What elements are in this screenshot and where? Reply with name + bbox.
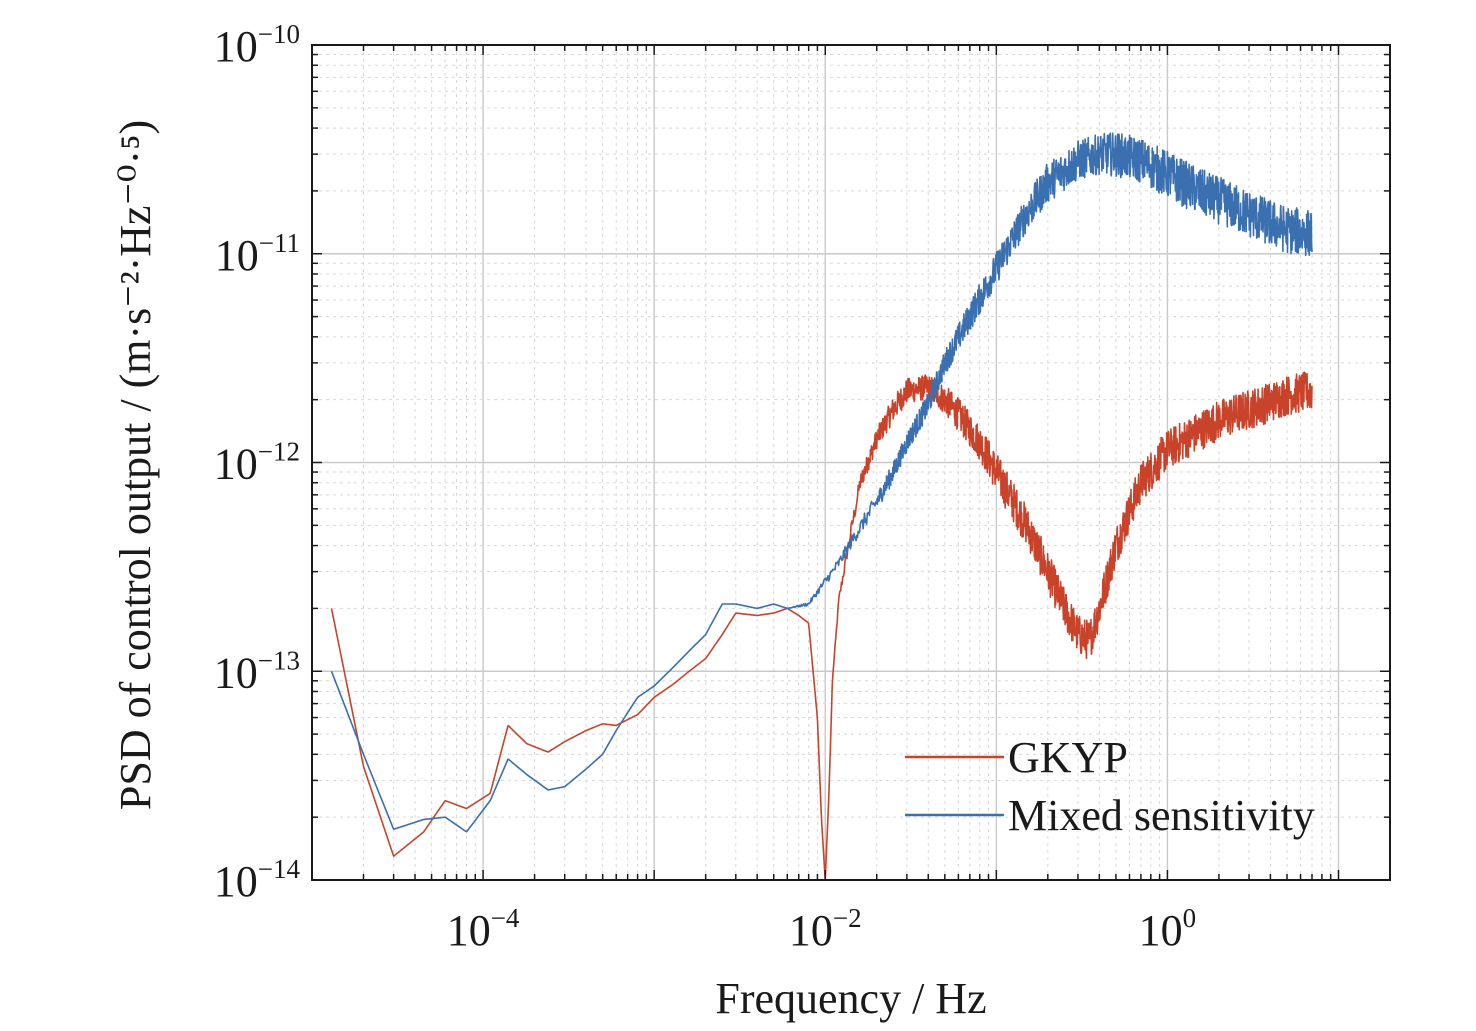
legend-label-mixed-sensitivity: Mixed sensitivity <box>1008 791 1315 840</box>
legend: GKYP Mixed sensitivity <box>905 733 1315 840</box>
x-tick-label: 10−4 <box>447 903 520 955</box>
y-tick-label: 10−13 <box>214 645 300 697</box>
grid <box>311 44 1391 881</box>
y-axis-label: PSD of control output / (m·s⁻²·Hz⁻⁰·⁵) <box>111 120 160 810</box>
x-axis-label: Frequency / Hz <box>715 974 986 1023</box>
y-tick-label: 10−12 <box>214 437 300 489</box>
series-line-gkyp <box>330 371 1313 881</box>
y-tick-label: 10−10 <box>214 19 300 71</box>
x-tick-label: 100 <box>1139 903 1197 955</box>
y-tick-label: 10−14 <box>214 854 301 906</box>
series-line-mixed-sensitivity <box>330 132 1313 833</box>
y-tick-label: 10−11 <box>215 228 300 280</box>
x-tick-labels: 10−4 10−2 100 <box>447 903 1196 955</box>
series-layer <box>330 132 1313 881</box>
legend-label-gkyp: GKYP <box>1008 733 1128 782</box>
ticks <box>311 44 1391 881</box>
x-tick-label: 10−2 <box>789 903 862 955</box>
y-tick-labels: 10−14 10−13 10−12 10−11 10−10 <box>214 19 301 906</box>
